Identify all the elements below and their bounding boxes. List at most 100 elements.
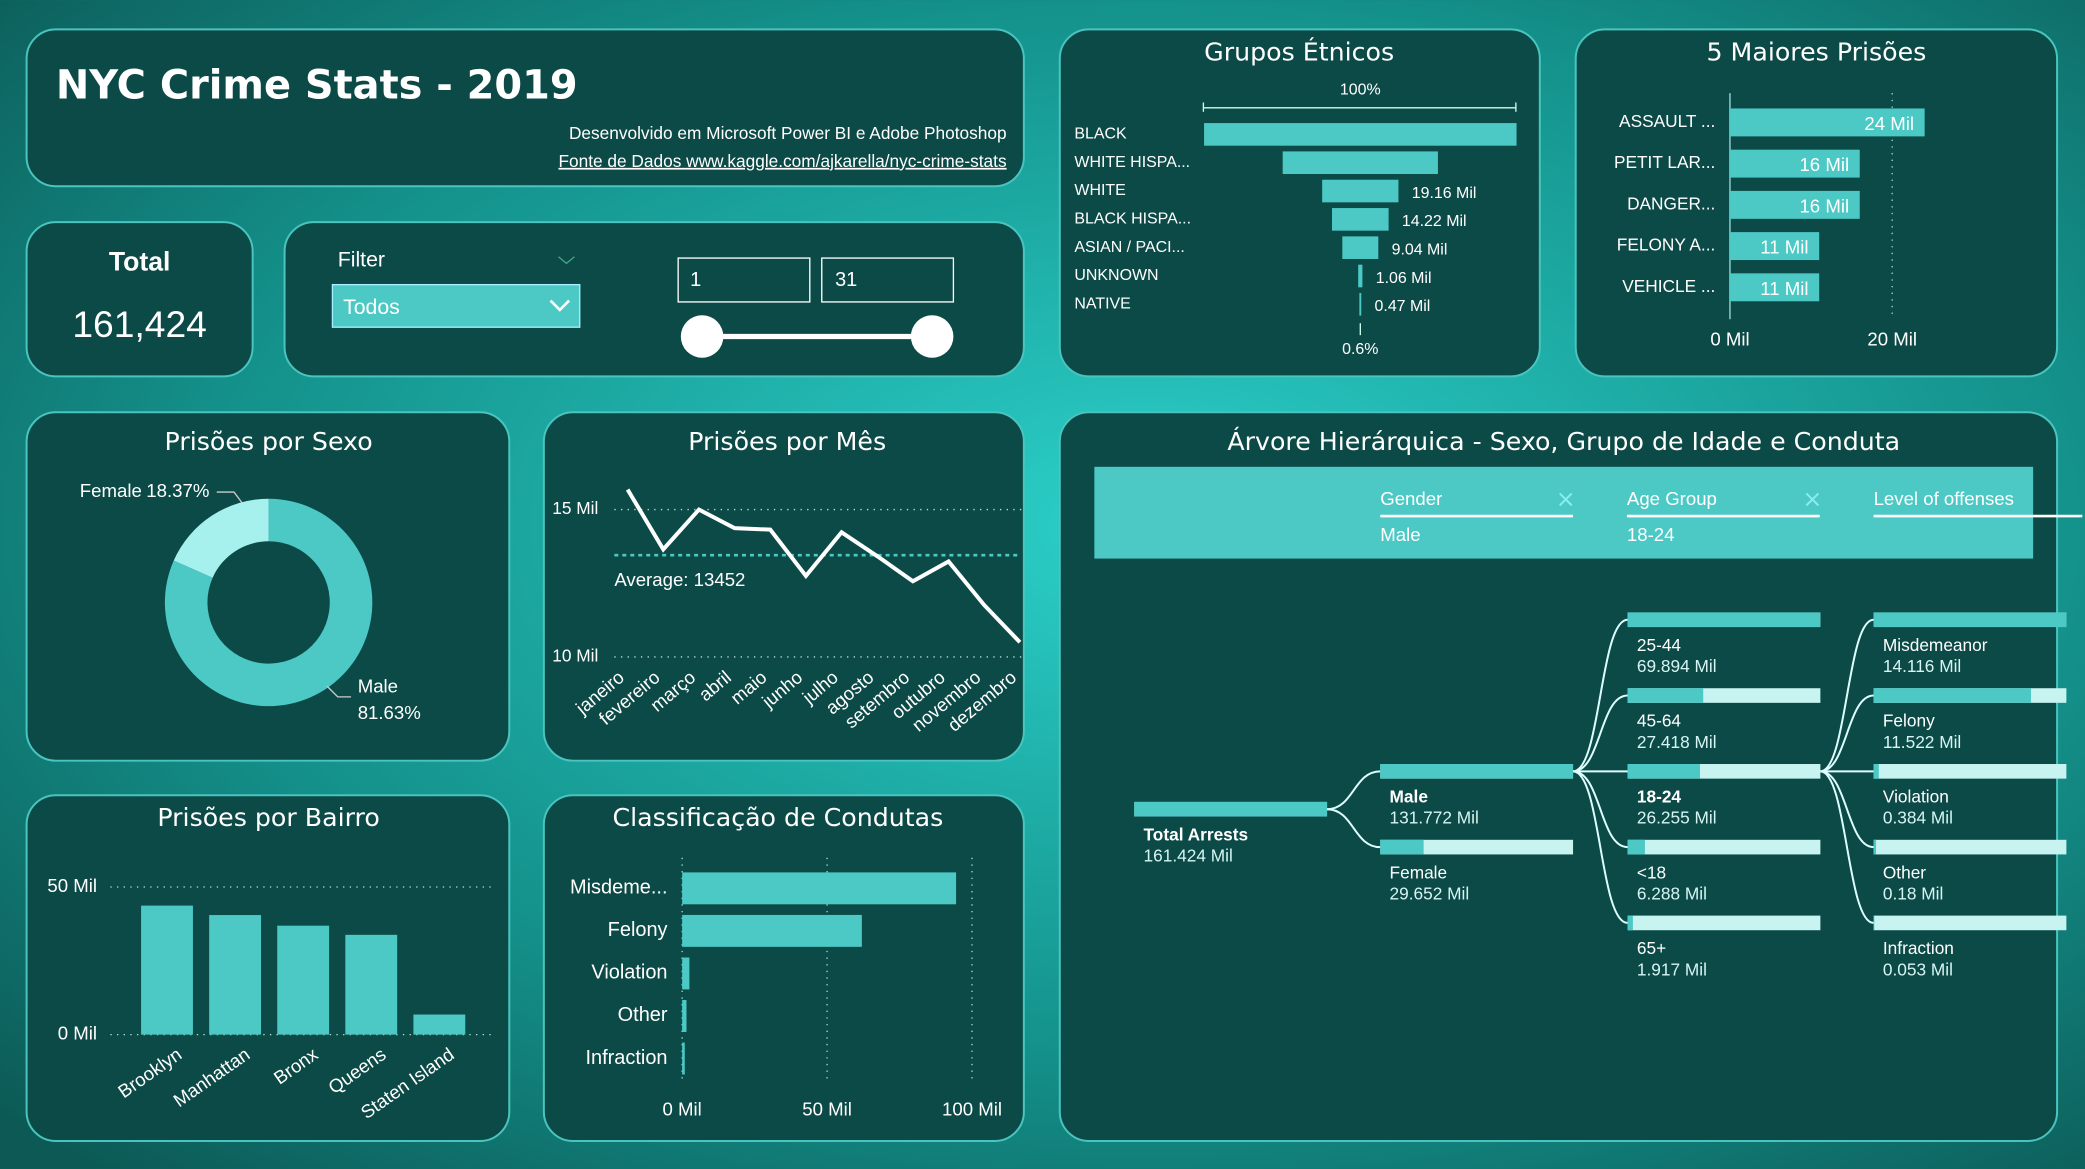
bar [682,957,690,990]
range-input[interactable] [677,257,811,303]
connector [1326,770,1381,811]
node-label[interactable]: 65+ [1637,938,1666,958]
node-track[interactable] [1627,915,1821,931]
bar [1729,273,1820,302]
connector [1820,770,1874,924]
connector [1820,694,1874,773]
filter-field: Age Group [1627,488,1717,509]
y-tick-label: 10 Mil [552,646,598,666]
bar [682,1042,685,1075]
filter-value: 18-24 [1627,524,1675,545]
chart-title: Classificação de Condutas [613,803,944,832]
donut-slice [173,498,269,578]
node-bar[interactable] [1873,688,2031,703]
node-track[interactable] [1873,764,2067,779]
node-bar[interactable] [1380,839,1424,855]
filter-field: Level of offenses [1874,488,2014,509]
range-to[interactable]: 31 [835,269,857,291]
slider-handle[interactable] [910,315,954,358]
funnel-bar [1332,208,1389,231]
node-bar[interactable] [1627,764,1701,779]
connector [1572,770,1628,924]
node-label[interactable]: Violation [1883,786,1949,806]
node-value: 0.18 Mil [1883,884,1943,904]
node-value: 1.917 Mil [1637,959,1707,979]
node-label[interactable]: Female [1390,862,1448,882]
dropdown[interactable]: Todos [331,283,581,328]
tree-header [1094,466,2034,559]
node-value: 11.522 Mil [1883,732,1961,752]
node-track[interactable] [1873,915,2067,931]
total-label: Total [109,246,171,276]
node-bar[interactable] [1627,688,1704,703]
node-bar[interactable] [1873,839,1877,855]
card [25,411,511,762]
node-value: 69.894 Mil [1637,656,1717,676]
category-label: PETIT LAR... [1614,152,1715,172]
connector [1820,770,1874,849]
node-track[interactable] [1627,839,1821,855]
value-label: 18.37% [146,480,209,501]
node-label[interactable]: Male [1390,786,1429,806]
filter-clear[interactable] [1559,492,1573,507]
dropdown-box[interactable] [331,283,581,328]
node-label[interactable]: 18-24 [1637,786,1682,806]
category-label: Misdeme... [570,877,667,899]
node-track[interactable] [1380,839,1574,855]
filter-field: Gender [1380,488,1442,509]
funnel-bar [1204,123,1517,146]
range-input[interactable] [821,257,955,303]
node-value: 27.418 Mil [1637,732,1717,752]
header-card [25,28,1025,188]
node-label[interactable]: 25-44 [1637,635,1682,655]
node-label[interactable]: Total Arrests [1144,824,1249,844]
bar [413,1014,466,1035]
dropdown-value[interactable]: Todos [343,295,400,319]
value-label: 1.06 Mil [1376,270,1432,287]
range-from[interactable]: 1 [690,269,701,291]
chart-title: Prisões por Mês [688,427,886,456]
connector [1820,618,1874,773]
node-bar[interactable] [1873,764,1879,779]
node-bar[interactable] [1873,915,1875,931]
donut-slice [164,498,373,707]
dropdown-arrow[interactable] [549,299,571,312]
node-label[interactable]: Misdemeanor [1883,635,1988,655]
node-bar[interactable] [1380,764,1574,779]
node-value: 26.255 Mil [1637,808,1717,828]
bar [682,1000,687,1032]
node-label[interactable]: Infraction [1883,938,1954,958]
slider-handle[interactable] [680,315,724,358]
node-value: 14.116 Mil [1883,656,1961,676]
node-label[interactable]: 45-64 [1637,711,1682,731]
card [542,411,1025,762]
category-label: VEHICLE ... [1622,276,1715,296]
category-label: Other [618,1004,668,1026]
node-bar[interactable] [1873,612,2067,628]
node-track[interactable] [1873,839,2067,855]
x-tick-label: 0 Mil [1710,328,1749,349]
category-label: WHITE HISPA... [1074,154,1190,171]
total-card [25,221,254,378]
chevron [558,256,575,265]
value-label: 14.22 Mil [1402,213,1467,230]
average-label: Average: 13452 [614,569,745,590]
node-bar[interactable] [1627,915,1633,931]
chart-title: Prisões por Bairro [157,803,379,832]
node-label[interactable]: Felony [1883,711,1935,731]
node-bar[interactable] [1134,801,1328,817]
node-label[interactable]: <18 [1637,862,1666,882]
bar [1729,149,1860,178]
node-bar[interactable] [1627,612,1821,628]
node-bar[interactable] [1627,839,1645,855]
source-link[interactable]: Fonte de Dados www.kaggle.com/ajkarella/… [558,151,1006,171]
filter-value: Male [1380,524,1420,545]
value-label: 81.63% [358,702,421,723]
connector [1572,618,1628,773]
chart-title: Árvore Hierárquica - Sexo, Grupo de Idad… [1227,427,1900,456]
bar [1729,190,1860,219]
node-label[interactable]: Other [1883,862,1926,882]
connector [1326,808,1381,849]
y-tick-label: 0 Mil [58,1023,97,1044]
filter-clear[interactable] [1805,492,1820,507]
